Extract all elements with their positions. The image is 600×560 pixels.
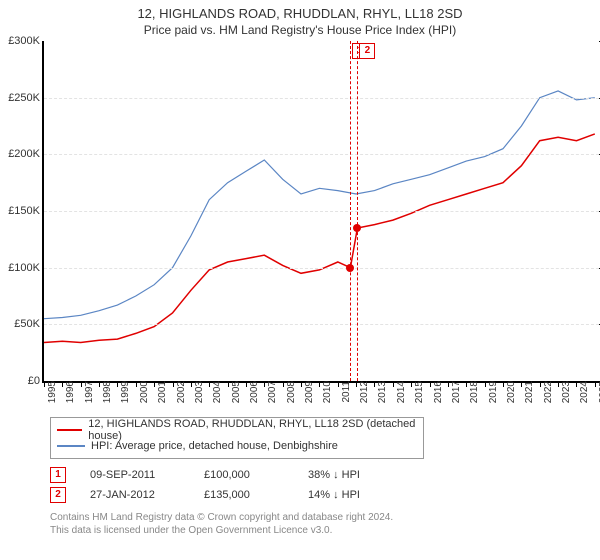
x-axis-label: 2020 bbox=[503, 381, 517, 403]
sale-row: 2 27-JAN-2012 £135,000 14% ↓ HPI bbox=[50, 485, 590, 505]
footer-line: This data is licensed under the Open Gov… bbox=[50, 524, 590, 537]
chart-title: 12, HIGHLANDS ROAD, RHUDDLAN, RHYL, LL18… bbox=[10, 6, 590, 23]
chart-subtitle: Price paid vs. HM Land Registry's House … bbox=[10, 23, 590, 37]
x-axis-label: 2015 bbox=[411, 381, 425, 403]
x-axis-label: 2019 bbox=[485, 381, 499, 403]
sale-price: £135,000 bbox=[204, 489, 284, 501]
x-axis-label: 1996 bbox=[62, 381, 76, 403]
x-axis-label: 1998 bbox=[99, 381, 113, 403]
x-axis-label: 2021 bbox=[521, 381, 535, 403]
sale-marker-dot bbox=[353, 224, 361, 232]
x-axis-label: 2014 bbox=[393, 381, 407, 403]
x-axis-label: 2010 bbox=[319, 381, 333, 403]
y-axis-label: £100K bbox=[8, 262, 44, 274]
x-axis-label: 2013 bbox=[374, 381, 388, 403]
x-axis-label: 2025 bbox=[595, 381, 600, 403]
x-axis-label: 1999 bbox=[117, 381, 131, 403]
y-axis-label: £50K bbox=[14, 318, 44, 330]
x-axis-label: 2004 bbox=[209, 381, 223, 403]
y-axis-label: £0 bbox=[28, 375, 44, 387]
legend-label: 12, HIGHLANDS ROAD, RHUDDLAN, RHYL, LL18… bbox=[88, 418, 417, 442]
sale-row-flag: 1 bbox=[50, 467, 66, 483]
sales-table: 1 09-SEP-2011 £100,000 38% ↓ HPI 2 27-JAN-201… bbox=[50, 465, 590, 505]
x-axis-label: 2009 bbox=[301, 381, 315, 403]
x-axis-label: 2005 bbox=[228, 381, 242, 403]
legend-swatch bbox=[57, 429, 82, 431]
x-axis-label: 2007 bbox=[264, 381, 278, 403]
sale-delta: 38% ↓ HPI bbox=[308, 469, 360, 481]
sale-row: 1 09-SEP-2011 £100,000 38% ↓ HPI bbox=[50, 465, 590, 485]
marker-vline bbox=[350, 41, 351, 381]
y-axis-label: £300K bbox=[8, 35, 44, 47]
x-axis-label: 2008 bbox=[283, 381, 297, 403]
line-series_hpi bbox=[44, 91, 595, 319]
line-series_price bbox=[44, 134, 595, 343]
legend-item: 12, HIGHLANDS ROAD, RHUDDLAN, RHYL, LL18… bbox=[57, 422, 417, 438]
x-axis-label: 2006 bbox=[246, 381, 260, 403]
x-axis-label: 1997 bbox=[81, 381, 95, 403]
footer-line: Contains HM Land Registry data © Crown c… bbox=[50, 511, 590, 524]
x-axis-label: 2023 bbox=[558, 381, 572, 403]
x-axis-label: 2002 bbox=[173, 381, 187, 403]
sale-flag: 2 bbox=[359, 43, 375, 59]
legend-swatch bbox=[57, 445, 85, 447]
x-axis-label: 2016 bbox=[430, 381, 444, 403]
x-axis-label: 1995 bbox=[44, 381, 58, 403]
sale-date: 09-SEP-2011 bbox=[90, 469, 180, 481]
x-axis-label: 2024 bbox=[576, 381, 590, 403]
x-axis-label: 2018 bbox=[466, 381, 480, 403]
sale-row-flag: 2 bbox=[50, 487, 66, 503]
sale-delta: 14% ↓ HPI bbox=[308, 489, 360, 501]
sale-marker-dot bbox=[346, 264, 354, 272]
x-axis-label: 2012 bbox=[356, 381, 370, 403]
sale-price: £100,000 bbox=[204, 469, 284, 481]
x-axis-label: 2000 bbox=[136, 381, 150, 403]
x-axis-label: 2003 bbox=[191, 381, 205, 403]
x-axis-label: 2017 bbox=[448, 381, 462, 403]
y-axis-label: £150K bbox=[8, 205, 44, 217]
footer-attribution: Contains HM Land Registry data © Crown c… bbox=[50, 511, 590, 537]
legend-box: 12, HIGHLANDS ROAD, RHUDDLAN, RHYL, LL18… bbox=[50, 417, 424, 459]
plot-area: £0£50K£100K£150K£200K£250K£300K199519961… bbox=[42, 41, 600, 383]
legend-label: HPI: Average price, detached house, Denb… bbox=[91, 440, 338, 452]
chart-container: 12, HIGHLANDS ROAD, RHUDDLAN, RHYL, LL18… bbox=[0, 0, 600, 560]
sale-date: 27-JAN-2012 bbox=[90, 489, 180, 501]
x-axis-label: 2001 bbox=[154, 381, 168, 403]
x-axis-label: 2022 bbox=[540, 381, 554, 403]
marker-vline bbox=[357, 41, 358, 381]
x-axis-label: 2011 bbox=[338, 381, 352, 403]
y-axis-label: £250K bbox=[8, 92, 44, 104]
y-axis-label: £200K bbox=[8, 148, 44, 160]
